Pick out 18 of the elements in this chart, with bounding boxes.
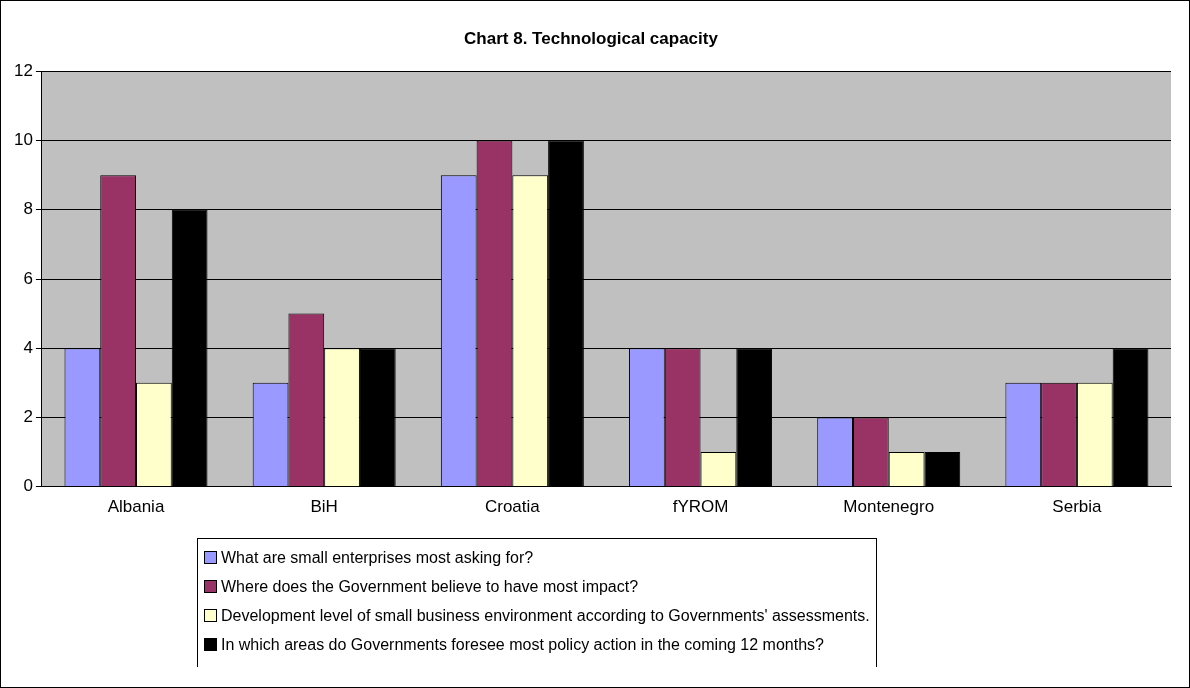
y-tick-label: 0 bbox=[23, 476, 33, 496]
chart-title: Chart 8. Technological capacity bbox=[464, 28, 719, 48]
legend-label: Where does the Government believe to have most impact? bbox=[221, 577, 639, 596]
x-tick-label: Serbia bbox=[1052, 497, 1103, 517]
y-tick-label: 12 bbox=[13, 61, 33, 81]
legend-label: What are small enterprises most asking for? bbox=[221, 548, 534, 567]
y-tick-label: 6 bbox=[23, 268, 33, 288]
x-tick-label: BiH bbox=[310, 497, 338, 517]
y-tick-label: 2 bbox=[23, 407, 33, 427]
y-tick-label: 10 bbox=[13, 130, 33, 150]
y-tick-label: 8 bbox=[23, 199, 33, 219]
legend-label: In which areas do Governments foresee most policy action in the coming 12 months? bbox=[221, 635, 824, 654]
x-tick-label: Albania bbox=[107, 497, 165, 517]
y-tick-label: 4 bbox=[23, 337, 33, 357]
x-tick-label: fYROM bbox=[672, 497, 729, 517]
x-tick-label: Montenegro bbox=[843, 497, 935, 517]
x-tick-label: Croatia bbox=[484, 497, 541, 517]
legend-label: Development level of small business environment according to Governments' assessments. bbox=[221, 606, 870, 625]
